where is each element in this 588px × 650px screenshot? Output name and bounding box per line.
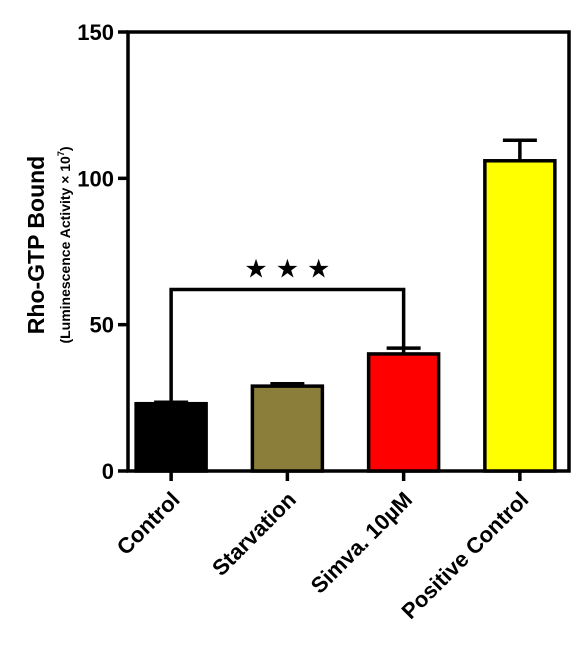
y-axis-subtitle-prefix: (Luminescence Activity × 10 xyxy=(57,156,73,344)
plot-frame xyxy=(126,30,571,473)
y-axis-subtitle-suffix: ) xyxy=(57,146,73,151)
y-axis-title: Rho-GTP Bound xyxy=(23,156,49,334)
category-label-3: Positive Control xyxy=(396,487,533,624)
y-tick-label: 0 xyxy=(102,459,114,484)
bar-1 xyxy=(250,384,325,473)
bar-2 xyxy=(366,352,441,473)
category-label-2: Simva. 10µM xyxy=(306,487,417,598)
bar-3 xyxy=(483,159,557,473)
y-axis-subtitle: (Luminescence Activity × 107) xyxy=(56,146,73,343)
bar-0 xyxy=(134,401,208,473)
category-label-1: Starvation xyxy=(207,487,301,581)
y-tick-label: 150 xyxy=(77,20,114,45)
significance-stars: ★★★ xyxy=(244,255,338,285)
y-tick-label: 50 xyxy=(90,313,114,338)
y-tick-label: 100 xyxy=(77,166,114,191)
y-axis-subtitle-exponent: 7 xyxy=(56,151,66,156)
significance-bracket xyxy=(169,287,406,403)
category-label-0: Control xyxy=(112,487,185,560)
